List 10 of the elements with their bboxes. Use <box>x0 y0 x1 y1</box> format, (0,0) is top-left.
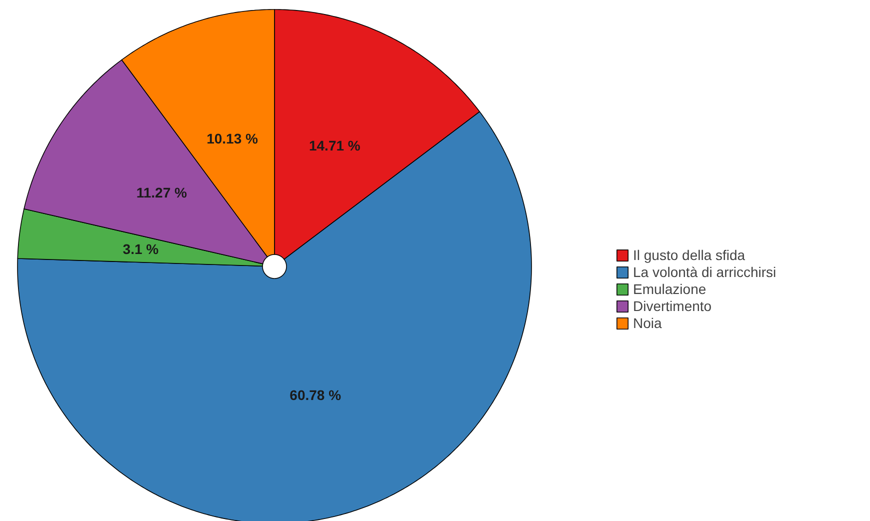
legend-label: Divertimento <box>633 298 712 314</box>
legend-label: Emulazione <box>633 281 706 297</box>
data-label: 60.78 % <box>290 387 342 404</box>
data-label: 10.13 % <box>206 130 259 146</box>
data-label: 3.1 % <box>122 241 160 258</box>
legend-label: Noia <box>633 315 662 331</box>
legend-label: La volontà di arricchirsi <box>633 264 776 280</box>
data-label: 11.27 % <box>136 184 188 201</box>
data-label: 14.71 % <box>308 138 361 154</box>
legend-label: Il gusto della sfida <box>633 247 746 263</box>
